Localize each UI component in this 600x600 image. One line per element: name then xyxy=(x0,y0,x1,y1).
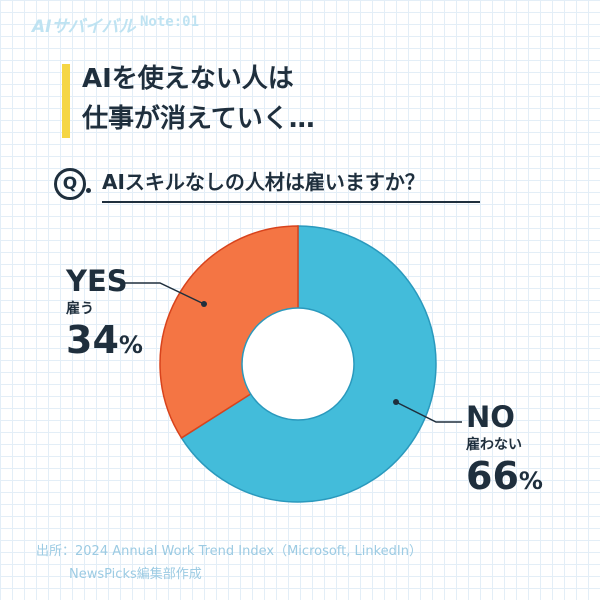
brand-logo: AIサバイバル xyxy=(32,17,136,37)
label-yes: YES 雇う 34% xyxy=(66,264,143,362)
question-text: AIスキルなしの人材は雇いますか？ xyxy=(102,166,480,203)
label-no-name: NO xyxy=(466,400,515,434)
yes-leader-line xyxy=(124,282,205,305)
label-no-value: 66% xyxy=(466,454,543,498)
label-no-sub: 雇わない xyxy=(466,437,522,453)
donut-hole xyxy=(241,307,355,421)
title-line-2: 仕事が消えていく… xyxy=(82,104,315,134)
source-line-1: 出所：2024 Annual Work Trend Index（Microsof… xyxy=(36,544,422,559)
label-yes-unit: % xyxy=(118,331,143,359)
title-line-1: AIを使えない人は xyxy=(82,64,294,94)
brand-note: Note:01 xyxy=(140,14,200,30)
page-title: AIを使えない人は 仕事が消えていく… xyxy=(82,59,315,139)
title-accent-bar xyxy=(62,64,70,138)
label-yes-value: 34% xyxy=(66,318,143,362)
label-no-number: 66 xyxy=(466,454,519,498)
source-line-2: NewsPicks編集部作成 xyxy=(69,567,202,582)
label-yes-number: 34 xyxy=(66,318,119,362)
no-leader-dot xyxy=(393,399,399,405)
label-yes-name: YES xyxy=(66,264,128,298)
no-leader-line xyxy=(395,401,462,423)
question-badge-dot xyxy=(86,188,91,193)
label-no: NO 雇わない 66% xyxy=(466,400,543,498)
label-yes-sub: 雇う xyxy=(66,301,94,317)
question-badge: Q xyxy=(54,168,86,200)
label-no-unit: % xyxy=(518,467,543,495)
yes-leader-dot xyxy=(201,301,207,307)
